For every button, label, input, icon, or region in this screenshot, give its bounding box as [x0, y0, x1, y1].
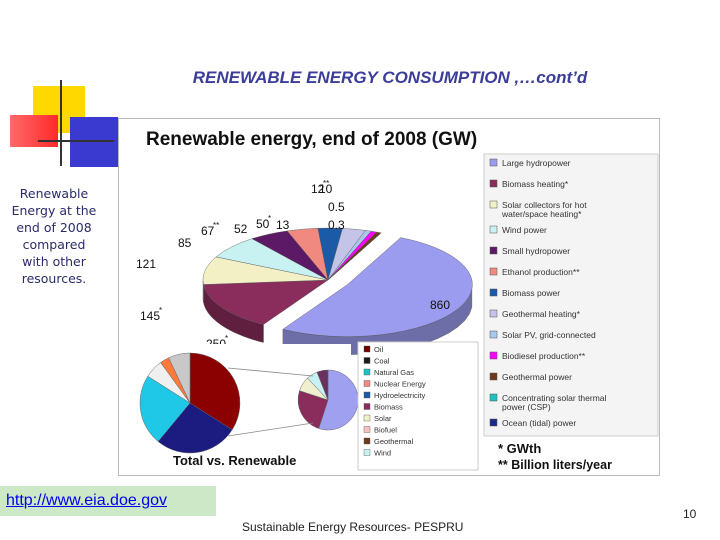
total-pie-slice [168, 352, 191, 404]
side-text-line: Renewable [19, 186, 89, 201]
decor-red-block [10, 115, 58, 147]
decor-vertical-line [60, 80, 62, 166]
pie-connector-line [227, 422, 314, 437]
lower-legend-swatch [363, 380, 371, 387]
lower-legend-label: Biofuel [374, 426, 397, 435]
lower-legend-label: Hydroelectricity [374, 391, 426, 400]
legend-panel [483, 153, 659, 437]
legend-swatch [489, 179, 498, 188]
slice-marker: ** [213, 221, 219, 230]
lower-legend-label: Oil [374, 345, 384, 354]
slice-marker: * [268, 214, 271, 223]
legend-swatch [489, 372, 498, 381]
lower-legend-label: Coal [374, 357, 390, 366]
slice-value-label: 860 [430, 298, 450, 312]
total-pie-slice [189, 352, 241, 431]
slice-value-label: 85 [178, 236, 192, 250]
footnote-gwth: * GWth [498, 441, 541, 456]
slice-value-label: 121 [136, 257, 156, 271]
legend-label: Wind power [502, 225, 547, 235]
legend-swatch [489, 418, 498, 427]
legend-label: Large hydropower [502, 158, 571, 168]
chart-image: Renewable energy, end of 2008 (GW) Large … [118, 118, 660, 476]
source-link[interactable]: http://www.eia.doe.gov [0, 486, 216, 516]
legend-label: Solar collectors for hot [502, 200, 587, 210]
lower-legend-label: Wind [374, 449, 391, 458]
legend-label: Ethanol production** [502, 267, 580, 277]
lower-legend-swatch [363, 368, 371, 376]
total-pie-slice [157, 402, 233, 454]
legend-label: Geothermal power [502, 372, 572, 382]
legend-label: Biomass power [502, 288, 560, 298]
lower-legend-label: Natural Gas [374, 368, 414, 377]
lower-legend-swatch [363, 357, 371, 364]
slice-value-label: 10 [319, 182, 333, 196]
legend-label: Geothermal heating* [502, 309, 581, 319]
legend-swatch [489, 246, 498, 255]
renewable-pie-slice [297, 390, 329, 429]
lower-legend-swatch [363, 449, 371, 456]
renewable-pie-slice [316, 369, 329, 401]
lower-chart-title: Total vs. Renewable [173, 453, 296, 468]
slide-title: RENEWABLE ENERGY CONSUMPTION ,…cont’d [192, 68, 588, 87]
slice-marker: ** [323, 179, 329, 188]
lower-legend-panel [357, 341, 479, 471]
legend-swatch [489, 393, 498, 402]
side-description: Renewable Energy at the end of 2008 comp… [4, 185, 104, 287]
legend-swatch [489, 225, 498, 234]
slice-value-label: 0.5 [328, 200, 345, 214]
footnote-billion-liters: ** Billion liters/year [498, 458, 612, 472]
lower-legend-label: Geothermal [374, 437, 414, 446]
total-pie-slice [139, 375, 191, 442]
slice-value-label: 0.3 [328, 218, 345, 232]
pie-slice [282, 237, 473, 337]
slice-value-label: 67 [201, 224, 215, 238]
slice-value-label: 145 [140, 309, 160, 323]
legend-label: water/space heating* [501, 209, 582, 219]
legend-swatch [489, 309, 498, 318]
legend-swatch [489, 200, 498, 209]
legend-label: Small hydropower [502, 246, 570, 256]
slice-value-label: 13 [276, 218, 290, 232]
legend-swatch [489, 288, 498, 297]
lower-legend-swatch [363, 391, 371, 399]
legend-swatch [489, 330, 498, 339]
legend-label: Solar PV, grid-connected [502, 330, 596, 340]
legend-label: Biodiesel production** [502, 351, 586, 361]
lower-legend-label: Solar [374, 414, 392, 423]
side-text-line: resources. [21, 271, 87, 286]
slice-marker: * [225, 334, 228, 343]
slice-value-label: 50 [256, 217, 270, 231]
legend-swatch [489, 351, 498, 360]
pie-slice [327, 232, 382, 281]
decor-horizontal-line [38, 140, 114, 142]
chart-svg: Renewable energy, end of 2008 (GW) Large … [118, 118, 660, 476]
decor-blue-block [70, 117, 118, 167]
lower-legend-swatch [363, 345, 371, 353]
side-text-line: Energy at the [11, 203, 97, 218]
legend-label: Biomass heating* [502, 179, 569, 189]
chart-title: Renewable energy, end of 2008 (GW) [146, 129, 477, 150]
slice-marker: * [159, 306, 162, 315]
legend-label: power (CSP) [502, 402, 551, 412]
side-text-line: compared [22, 237, 86, 252]
pie-connector-line [227, 367, 314, 377]
legend-swatch [489, 158, 498, 167]
footer-text: Sustainable Energy Resources- PESPRU [242, 520, 464, 534]
lower-legend-swatch [363, 437, 371, 445]
legend-label: Concentrating solar thermal [502, 393, 607, 403]
lower-legend-swatch [363, 414, 371, 422]
pie-slice [203, 279, 329, 325]
lower-legend-label: Nuclear Energy [374, 380, 426, 389]
page-number: 10 [683, 507, 697, 521]
slice-value-label: 52 [234, 222, 248, 236]
lower-legend-label: Biomass [374, 403, 403, 412]
side-text-line: end of 2008 [16, 220, 92, 235]
side-text-line: with other [22, 254, 86, 269]
lower-legend-swatch [363, 403, 371, 410]
legend-label: Ocean (tidal) power [502, 418, 576, 428]
legend-swatch [489, 267, 498, 276]
slice-value-label: 12 [311, 182, 325, 196]
lower-legend-swatch [363, 426, 371, 433]
